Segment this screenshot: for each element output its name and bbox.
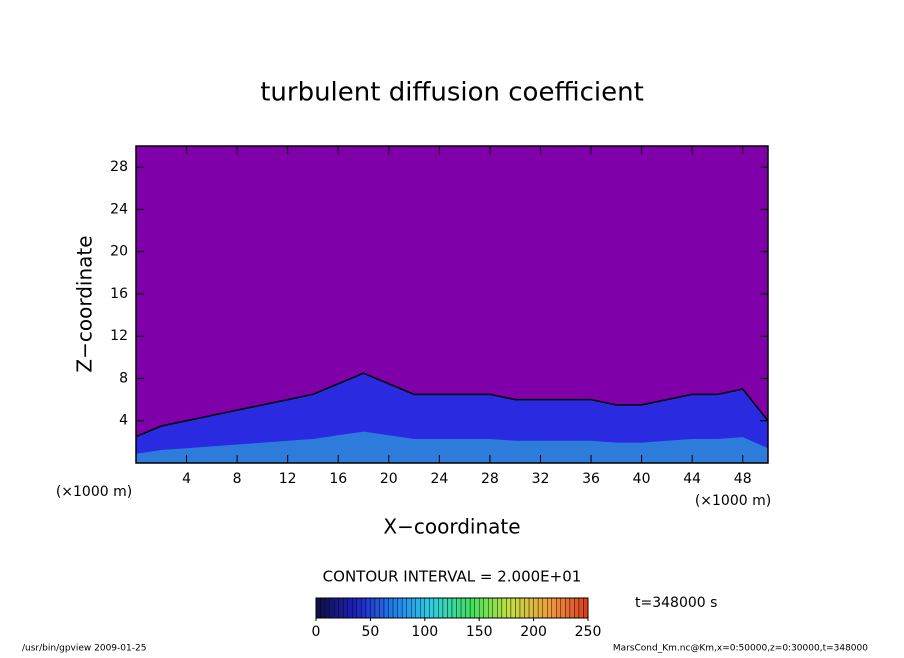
colorbar-cell [524,597,530,619]
colorbar-cell [451,597,457,619]
x-tick-label: 8 [233,471,242,487]
colorbar-cell [474,597,480,619]
x-tick-label: 48 [734,471,752,487]
x-tick-label: 32 [532,471,550,487]
colorbar-cell [383,597,389,619]
colorbar-cell [528,597,534,619]
y-tick-label: 20 [110,244,128,260]
colorbar-cell [447,597,453,619]
colorbar-cell [497,597,503,619]
colorbar-cell [329,597,335,619]
y-tick-label: 24 [110,201,128,217]
colorbar-cell [506,597,512,619]
colorbar-cell [411,597,416,619]
contour-line [135,372,769,438]
colorbar-cell [569,597,575,619]
colorbar-cell [469,597,475,619]
colorbar-cell [370,597,376,619]
chart-title: turbulent diffusion coefficient [260,78,644,108]
field-core [136,431,768,463]
y-tick-label: 12 [110,328,128,344]
colorbar-cell [465,597,471,619]
colorbar-cell [361,597,367,619]
colorbar-cell [583,597,589,619]
footer-left: /usr/bin/gpview 2009-01-25 [22,644,146,654]
colorbar-cell [392,597,398,619]
colorbar-cell [320,597,326,619]
colorbar-cell [374,597,380,619]
colorbar-cell [533,597,539,619]
colorbar-cell [442,597,448,619]
colorbar-cell [537,597,543,619]
colorbar-cell [460,597,466,619]
colorbar-cell [551,597,557,619]
colorbar-tick-label: 200 [520,624,547,640]
colorbar-cell [565,597,571,619]
plot-frame [135,145,769,464]
colorbar-frame [315,597,589,619]
colorbar-cell [429,597,435,619]
colorbar-cell [479,597,484,619]
colorbar-cell [379,597,385,619]
x-tick-label: 44 [683,471,701,487]
footer-right: MarsCond_Km.nc@Km,x=0:50000,z=0:30000,t=… [613,644,868,654]
colorbar-cell [547,597,552,619]
colorbar-cell [356,597,362,619]
colorbar-cell [365,597,371,619]
colorbar-cell [415,597,421,619]
colorbar-tick-label: 50 [361,624,379,640]
y-unit: (×1000 m) [56,484,132,500]
colorbar-cell [501,597,507,619]
x-tick-label: 40 [633,471,651,487]
colorbar-cell [352,597,357,619]
colorbar-cell [420,597,425,619]
colorbar-cell [519,597,525,619]
time-label: t=348000 s [635,595,717,611]
colorbar-cell [438,597,444,619]
colorbar-cell [515,597,521,619]
x-tick-label: 20 [380,471,398,487]
colorbar-tick-label: 150 [466,624,493,640]
x-tick-label: 12 [279,471,297,487]
colorbar-cell [343,597,348,619]
colorbar-cell [556,597,561,619]
colorbar-cell [483,597,489,619]
colorbar-cell [492,597,498,619]
colorbar-cell [388,597,394,619]
colorbar-cell [324,597,330,619]
x-tick-label: 24 [430,471,448,487]
x-tick-label: 36 [582,471,600,487]
colorbar-cell [542,597,548,619]
colorbar-cell [574,597,580,619]
y-tick-label: 16 [110,286,128,302]
contour-interval: CONTOUR INTERVAL = 2.000E+01 [323,568,582,586]
y-tick-label: 4 [119,413,128,429]
colorbar-cell [488,597,493,619]
colorbar-cell [397,597,403,619]
y-tick-label: 28 [110,159,128,175]
colorbar-cell [315,597,321,619]
x-tick-label: 16 [329,471,347,487]
x-tick-label: 4 [182,471,191,487]
x-unit: (×1000 m) [695,493,771,509]
colorbar-cell [338,597,344,619]
y-axis-label: Z−coordinate [73,235,97,372]
colorbar-cell [347,597,353,619]
colorbar-tick-label: 0 [312,624,321,640]
colorbar-cell [401,597,407,619]
colorbar-cell [560,597,566,619]
x-tick-label: 28 [481,471,499,487]
x-axis-label: X−coordinate [383,515,520,539]
colorbar-cell [578,597,584,619]
colorbar-cell [433,597,439,619]
y-tick-label: 8 [119,370,128,386]
colorbar-tick-label: 100 [411,624,438,640]
colorbar-cell [333,597,339,619]
colorbar-cell [456,597,462,619]
colorbar-cell [424,597,430,619]
colorbar-cell [406,597,412,619]
colorbar-tick-label: 250 [575,624,602,640]
colorbar-cell [510,597,516,619]
